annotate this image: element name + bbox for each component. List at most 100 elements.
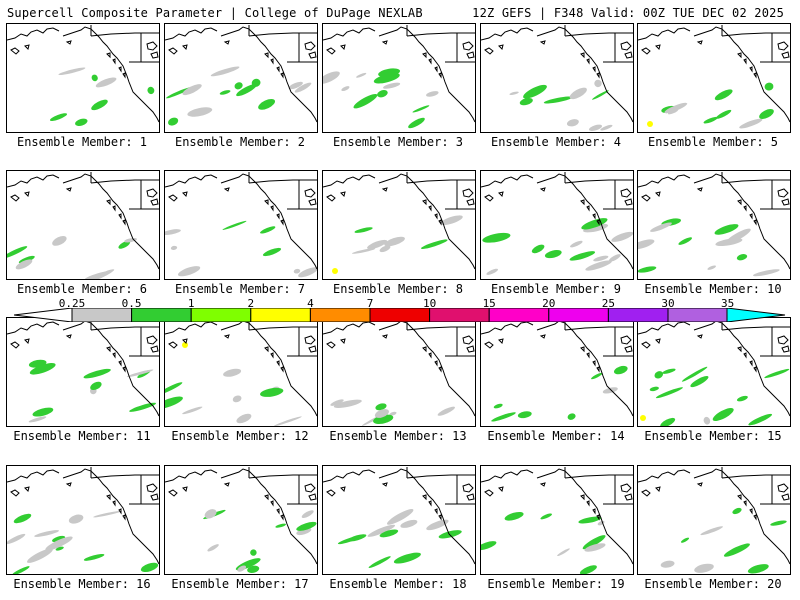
scp-shading — [386, 509, 414, 525]
islands — [168, 334, 284, 373]
colorbar-tick-label: 1 — [187, 297, 195, 310]
colorbar-segment — [309, 308, 371, 322]
coastline — [638, 320, 790, 417]
scp-shading — [223, 368, 242, 377]
scp-shading — [140, 562, 159, 573]
scp-shading — [273, 416, 302, 426]
lakes — [620, 483, 633, 501]
scp-shading — [368, 556, 391, 568]
scp-shading — [584, 543, 606, 552]
scp-shading — [531, 244, 545, 254]
scp-shading — [258, 99, 276, 110]
scp-shading — [167, 117, 179, 126]
basemap — [638, 467, 790, 574]
political-borders — [248, 25, 317, 63]
colorbar-tick-label: 0.25 — [58, 297, 86, 310]
colorbar-left-arrow — [14, 308, 73, 322]
scp-shading — [124, 237, 137, 243]
scp-shading — [723, 543, 750, 557]
scp-shading — [579, 565, 597, 574]
ensemble-member-label: Ensemble Member: 14 — [487, 429, 625, 443]
scp-shading — [166, 87, 192, 99]
colorbar-segment — [667, 308, 729, 322]
islands — [10, 187, 126, 226]
scp-shading-high — [647, 121, 653, 127]
scp-shading-high — [182, 342, 188, 348]
basemap — [481, 25, 633, 131]
colorbar-tick-label: 30 — [661, 297, 675, 310]
ensemble-member-map-14 — [480, 317, 634, 427]
scp-shading — [219, 90, 231, 95]
scp-shading — [323, 71, 340, 84]
scp-shading — [440, 215, 463, 225]
scp-shading — [412, 105, 430, 113]
scp-shading — [759, 109, 774, 119]
coastline — [165, 173, 317, 270]
scp-shading — [592, 90, 609, 100]
basemap — [7, 172, 159, 279]
ensemble-member-map-6 — [6, 170, 160, 280]
scp-shading — [375, 403, 387, 411]
scp-shading — [680, 537, 690, 543]
scp-shading — [170, 245, 178, 250]
scp-shading — [543, 96, 573, 104]
scp-shading — [649, 386, 659, 392]
scp-shading — [12, 566, 30, 574]
scp-shading — [147, 86, 155, 95]
political-borders — [564, 467, 633, 505]
ensemble-member-map-11 — [6, 317, 160, 427]
basemap — [7, 25, 159, 126]
basemap — [323, 467, 475, 568]
islands — [10, 40, 126, 79]
scp-shading — [75, 118, 88, 126]
scp-shading — [570, 240, 583, 248]
lakes — [304, 483, 317, 501]
lakes — [620, 188, 633, 206]
scp-shading — [420, 239, 448, 249]
ensemble-member-map-15 — [637, 317, 791, 427]
scp-shading — [165, 382, 183, 395]
islands — [484, 334, 600, 373]
scp-shading — [90, 381, 102, 391]
ensemble-member-label: Ensemble Member: 7 — [174, 282, 306, 296]
scp-shading — [126, 369, 154, 378]
scp-shading — [207, 544, 219, 552]
lakes — [462, 188, 475, 206]
scp-shading — [88, 269, 115, 279]
ensemble-member-label: Ensemble Member: 6 — [16, 282, 148, 296]
scp-shading — [493, 403, 503, 409]
scp-shading — [26, 548, 53, 563]
scp-shading — [34, 530, 59, 537]
scp-shading — [752, 269, 780, 277]
scp-shading — [700, 526, 723, 536]
scp-shading — [748, 413, 773, 426]
ensemble-member-label: Ensemble Member: 3 — [332, 135, 464, 149]
scp-shading — [426, 519, 449, 531]
scp-shading — [714, 224, 739, 235]
scp-shading — [726, 228, 751, 244]
ensemble-member-label: Ensemble Member: 17 — [171, 577, 309, 591]
scp-shading — [341, 86, 350, 92]
ensemble-member-map-17 — [164, 465, 318, 575]
basemap — [323, 319, 475, 426]
scp-shading — [379, 529, 399, 538]
scp-shading — [354, 227, 373, 233]
scp-shading — [664, 102, 688, 114]
colorbar-segment — [250, 308, 311, 322]
ensemble-member-map-7 — [164, 170, 318, 280]
scp-shading — [611, 231, 633, 242]
scp-shading — [716, 109, 732, 119]
scp-shading — [588, 124, 603, 131]
basemap — [481, 319, 633, 422]
ensemble-member-label: Ensemble Member: 12 — [171, 429, 309, 443]
colorbar-segment — [190, 308, 252, 322]
coastline — [481, 26, 633, 123]
scp-shading — [330, 399, 344, 406]
ensemble-member-map-20 — [637, 465, 791, 575]
islands — [168, 187, 284, 226]
scp-shading — [764, 82, 774, 91]
scp-shading — [747, 564, 769, 574]
colorbar-segment — [607, 308, 669, 322]
colorbar-segment — [131, 308, 192, 322]
ensemble-member-map-18 — [322, 465, 476, 575]
